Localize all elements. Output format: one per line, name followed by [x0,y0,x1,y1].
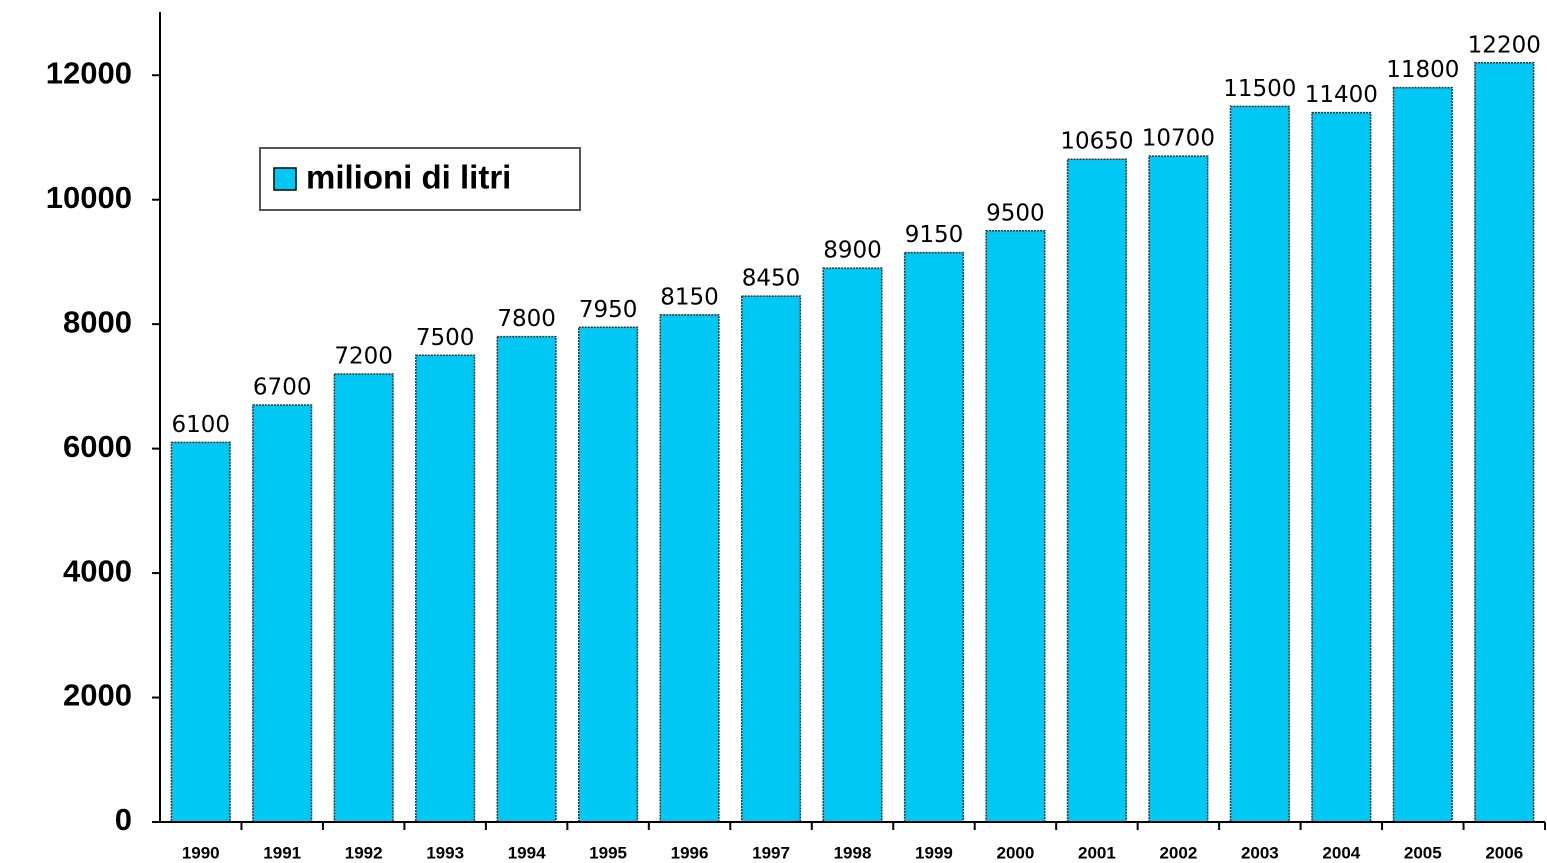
value-label: 8150 [660,284,719,310]
legend: milioni di litri [259,147,581,211]
y-tick-label: 2000 [63,678,132,713]
value-label: 12200 [1468,32,1541,58]
x-tick-label: 1993 [426,843,464,862]
bar [1392,86,1453,823]
value-label: 7950 [579,297,638,323]
value-label: 9150 [905,222,964,248]
value-label: 9500 [986,200,1045,226]
bar [1148,155,1209,823]
bar [1474,62,1535,823]
value-label: 11400 [1305,82,1378,108]
x-tick-label: 1995 [589,843,627,862]
value-label: 8450 [742,266,801,292]
bar [740,295,802,823]
legend-box [259,147,581,211]
bar [252,404,313,823]
x-tick-label: 1990 [182,843,220,862]
value-label: 8900 [823,238,882,264]
x-tick-label: 1991 [263,843,301,862]
bar [1066,158,1127,823]
value-label: 10650 [1060,129,1133,155]
x-tick-label: 1996 [671,843,709,862]
bar [415,354,476,823]
x-tick-label: 1999 [915,843,953,862]
value-label: 10700 [1142,126,1215,152]
x-tick-label: 1998 [834,843,872,862]
y-tick-label: 0 [115,802,132,837]
value-label: 6700 [253,375,312,401]
x-tick-label: 2003 [1241,843,1279,862]
value-label: 11800 [1386,57,1459,83]
bar [1229,105,1290,823]
x-tick-label: 2006 [1485,843,1523,862]
x-tick-label: 2002 [1159,843,1197,862]
x-tick-label: 2005 [1404,843,1442,862]
bar [985,230,1046,823]
bar [822,267,883,823]
bar [903,251,965,823]
x-tick-label: 2001 [1078,843,1116,862]
value-label: 7500 [416,325,475,351]
x-tick-label: 2004 [1322,843,1360,862]
x-tick-label: 1997 [752,843,790,862]
x-tick-label: 2000 [997,843,1035,862]
bar [496,335,557,823]
bar [659,314,720,823]
bar [170,441,231,823]
value-label: 11500 [1223,76,1296,102]
y-tick-label: 6000 [63,429,132,464]
value-label: 7200 [334,343,393,369]
bar [578,326,639,823]
legend-label: milioni di litri [306,159,511,196]
x-tick-label: 1994 [508,843,546,862]
value-label: 6100 [171,412,230,438]
value-label: 7800 [497,306,556,332]
bar [333,373,394,823]
legend-swatch [273,167,297,191]
y-tick-label: 8000 [63,304,132,339]
y-tick-label: 12000 [46,55,132,90]
y-tick-label: 10000 [46,180,132,215]
bar [1311,111,1372,823]
x-tick-label: 1992 [345,843,383,862]
y-tick-label: 4000 [63,553,132,588]
